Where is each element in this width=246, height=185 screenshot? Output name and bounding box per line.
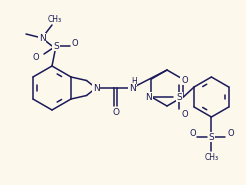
Text: O: O [181,110,188,119]
Text: N: N [145,92,152,102]
Text: N: N [93,83,99,92]
Text: H: H [131,77,137,85]
Text: N: N [129,83,135,92]
Text: S: S [53,41,59,51]
Text: O: O [72,38,78,48]
Text: S: S [177,92,182,102]
Text: O: O [33,53,39,61]
Text: O: O [112,107,120,117]
Text: CH₃: CH₃ [48,14,62,23]
Text: O: O [181,75,188,85]
Text: N: N [39,33,45,43]
Text: S: S [209,132,214,142]
Text: O: O [227,129,234,137]
Text: CH₃: CH₃ [204,152,218,162]
Text: O: O [189,129,196,137]
